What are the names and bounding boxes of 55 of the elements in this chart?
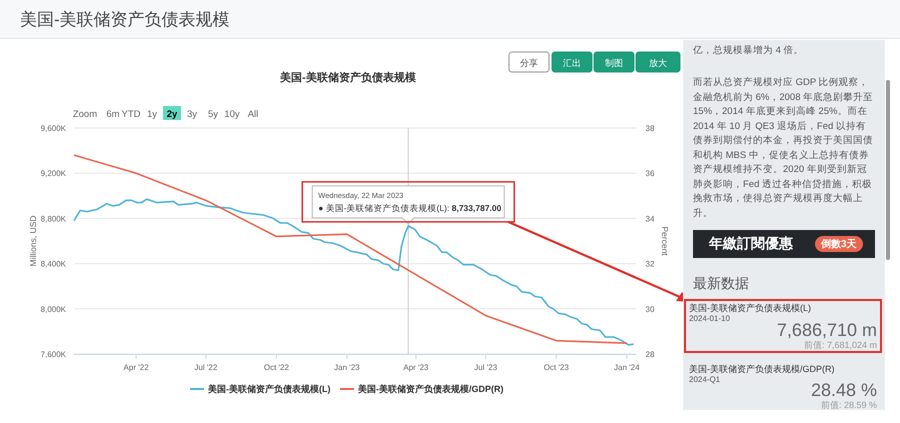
text: 放大 <box>649 58 667 68</box>
y-tick-label: 9,200K <box>40 169 67 178</box>
text: All <box>248 109 258 120</box>
text: 28.48 % <box>810 380 877 400</box>
annotation: ● 美国-美联储资产负债表规模(L): 8,733,787.00 <box>318 202 502 213</box>
text: 2024-Q1 <box>689 375 720 384</box>
text: 年繳訂閱優惠 <box>709 235 793 253</box>
y2-axis-title: Percent <box>660 226 670 256</box>
y2-tick-label: 38 <box>646 124 655 133</box>
text: 汇出 <box>563 58 581 68</box>
x-tick-label: Jul '22 <box>194 363 218 372</box>
y-tick-label: 8,800K <box>40 214 67 224</box>
y-tick-label: 8,400K <box>40 260 67 269</box>
text: 10y <box>224 109 240 120</box>
line-series <box>73 154 628 344</box>
y-tick-label: 7,600K <box>40 350 67 359</box>
legend-label: 美国-美联储资产负债表规模/GDP(R) <box>357 384 504 394</box>
y-axis-title: Millions, USD <box>28 215 38 267</box>
y-tick-label: 9,600K <box>40 124 67 133</box>
text: 亿，总规模暴增为 4 倍。 <box>693 44 805 57</box>
legend-label: 美国-美联储资产负债表规模(L) <box>207 384 330 394</box>
line-series <box>73 198 634 346</box>
y2-tick-label: 28 <box>646 350 655 359</box>
text: 6m <box>106 109 120 120</box>
chart-title: 美国-美联储资产负债表规模 <box>279 71 417 84</box>
text: 而若从总资产规模对应 GDP 比例观察，金融危机前为 6%，2008 年底急剧攀升至 15%，2014 年底更来到高峰 25%。而在 2014 年 10 月 QE3 退场后，Fed 以持有债券到期偿付的本金，再投资于美国国债和机构 MBS 中，促使名义上总持有债券资产规模维持不变。2020 年则受到新冠肺炎影响，Fed 透过各种信贷措施，积极挽救市场，使得总资产规模再度大幅上升。 <box>693 77 874 218</box>
text: 最新数据 <box>693 275 749 293</box>
text: 2y <box>166 109 178 120</box>
text: 美国-美联储资产负债表规模 <box>20 10 230 29</box>
text: 制图 <box>605 58 623 68</box>
y2-tick-label: 36 <box>646 169 655 178</box>
text: 3y <box>186 109 198 120</box>
text: 2024-01-10 <box>689 314 730 323</box>
y-tick-label: 8,000K <box>40 304 67 314</box>
y2-tick-label: 30 <box>646 304 655 314</box>
y2-tick-label: 32 <box>646 260 655 269</box>
text: 7,686,710 m <box>776 320 877 340</box>
x-tick-label: Jul '23 <box>474 363 498 372</box>
text: 1y <box>146 109 158 120</box>
x-tick-label: Oct '23 <box>544 363 570 372</box>
text: 倒數3天 <box>815 236 863 252</box>
text: 分享 <box>520 58 538 68</box>
y2-tick-label: 34 <box>646 214 655 224</box>
text: 前值: 28.59 % <box>820 399 877 412</box>
text: 美国-美联储资产负债表规模/GDP(R) <box>689 363 834 376</box>
text: Zoom <box>72 109 98 120</box>
text: 5y <box>208 109 218 120</box>
x-tick-label: Oct '22 <box>264 363 290 372</box>
x-tick-label: Apr '22 <box>124 363 150 372</box>
text: 前值: 7,681,024 m <box>804 339 877 352</box>
x-tick-label: Apr '23 <box>403 363 430 372</box>
text: YTD <box>122 109 141 120</box>
x-tick-label: Jan '24 <box>614 363 640 372</box>
x-tick-label: Jan '23 <box>334 363 360 372</box>
text: 美国-美联储资产负债表规模(L) <box>689 302 811 315</box>
